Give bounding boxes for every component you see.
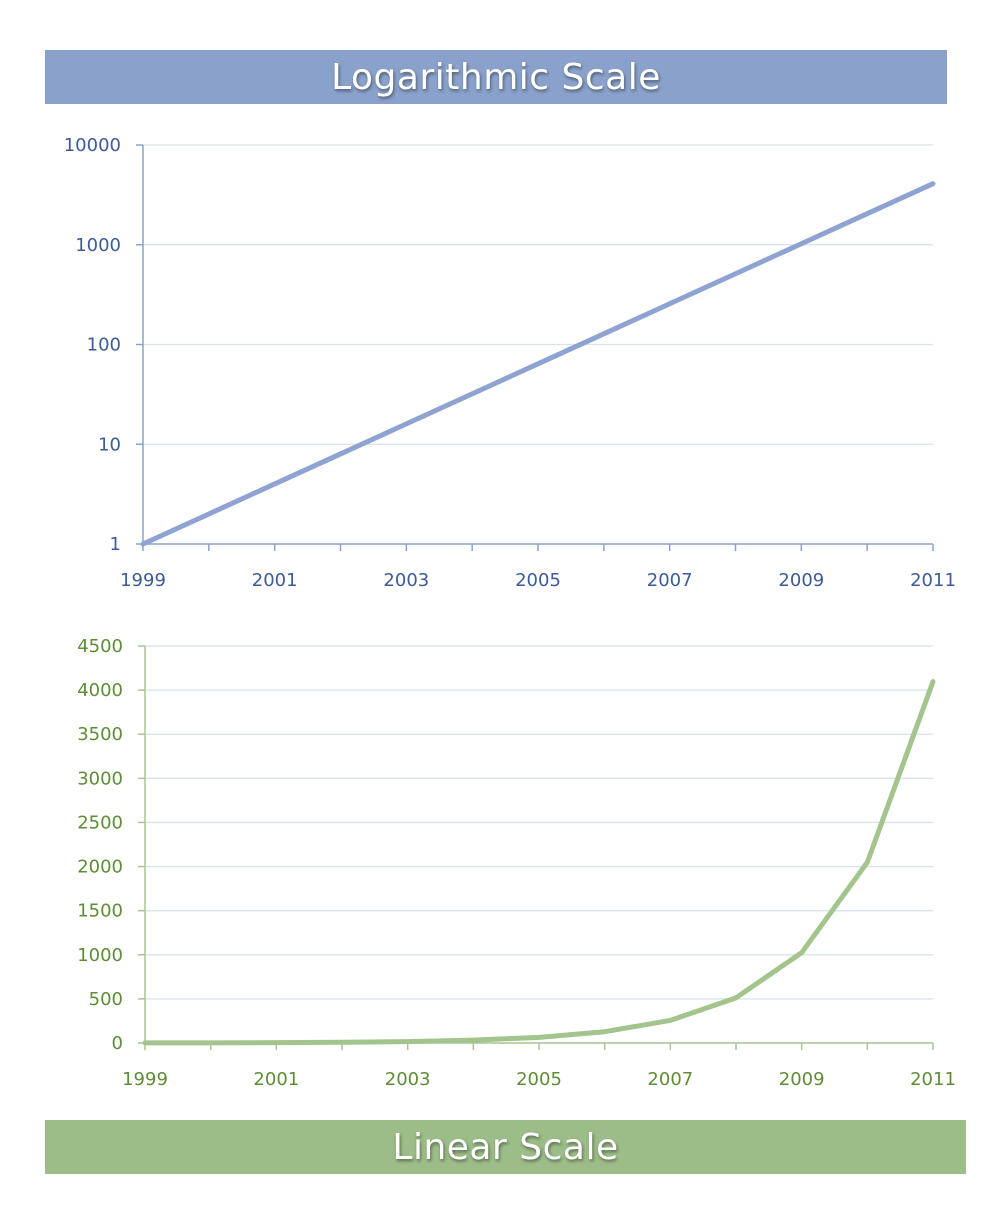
log-x-tick-label: 2005: [515, 570, 561, 591]
linear-x-tick-label: 2005: [516, 1069, 562, 1090]
linear-y-tick-label: 0: [112, 1033, 123, 1054]
linear-chart: 0 500 1000 1500 2000 2500 3000 3500 4000 4500 199…: [77, 636, 956, 1090]
log-scale-title: Logarithmic Scale: [45, 50, 947, 104]
linear-y-tick-label: 2500: [77, 812, 123, 833]
log-x-tick-label: 1999: [120, 570, 166, 591]
log-x-tick-label: 2009: [778, 570, 824, 591]
log-x-tick-label: 2003: [383, 570, 429, 591]
log-y-tick-labels: 1 10 100 1000 10000: [64, 135, 121, 555]
linear-series: [142, 679, 936, 1046]
linear-x-tick-label: 2009: [779, 1069, 825, 1090]
log-x-tick-label: 2007: [647, 570, 693, 591]
linear-y-tick-label: 3500: [77, 724, 123, 745]
linear-axes: [138, 645, 934, 1050]
linear-x-tick-label: 2003: [385, 1069, 431, 1090]
log-x-tick-label: 2011: [910, 570, 956, 591]
linear-x-tick-label: 2011: [910, 1069, 956, 1090]
linear-x-tick-label: 2007: [647, 1069, 693, 1090]
linear-y-tick-label: 3000: [77, 768, 123, 789]
linear-x-tick-label: 1999: [122, 1069, 168, 1090]
log-y-tick-label: 1: [110, 534, 121, 555]
log-chart: 1 10 100 1000 10000 1999 2001 2003 2005 2007 2009…: [64, 135, 956, 591]
log-y-tick-label: 1000: [75, 235, 121, 256]
log-series: [140, 181, 936, 547]
log-x-tick-labels: 1999 2001 2003 2005 2007 2009 2011: [120, 570, 956, 591]
linear-series-line: [142, 679, 936, 1046]
linear-x-tick-labels: 1999 2001 2003 2005 2007 2009 2011: [122, 1069, 956, 1090]
linear-scale-title: Linear Scale: [45, 1120, 966, 1174]
log-x-tick-label: 2001: [252, 570, 298, 591]
linear-x-tick-label: 2001: [253, 1069, 299, 1090]
log-y-tick-label: 10: [98, 434, 121, 455]
linear-y-tick-label: 1500: [77, 901, 123, 922]
linear-y-tick-label: 2000: [77, 857, 123, 878]
linear-y-tick-label: 4000: [77, 680, 123, 701]
log-y-tick-label: 10000: [64, 135, 121, 156]
log-grid: [143, 144, 933, 445]
linear-y-tick-label: 4500: [77, 636, 123, 657]
log-y-tick-label: 100: [87, 335, 121, 356]
linear-grid: [145, 645, 933, 1000]
linear-y-tick-label: 500: [89, 989, 123, 1010]
linear-y-tick-label: 1000: [77, 945, 123, 966]
log-series-line: [140, 181, 936, 547]
linear-y-tick-labels: 0 500 1000 1500 2000 2500 3000 3500 4000 4500: [77, 636, 123, 1054]
